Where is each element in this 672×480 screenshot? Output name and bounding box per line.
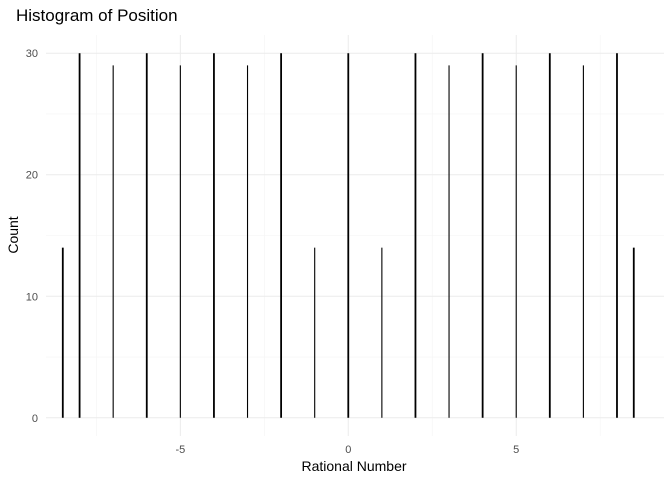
y-tick-labels: 0 10 20 30: [26, 48, 38, 425]
grid-lines: [46, 35, 664, 436]
y-tick-label: 20: [26, 170, 38, 182]
histogram-bar: [280, 53, 283, 418]
histogram-bars: [61, 53, 635, 418]
histogram-bar: [179, 65, 181, 418]
y-tick-label: 30: [26, 48, 38, 60]
x-tick-label: 5: [513, 444, 519, 456]
histogram-bar: [145, 53, 148, 418]
histogram-bar: [347, 53, 350, 418]
histogram-bar: [213, 53, 215, 418]
x-tick-label: -5: [175, 444, 185, 456]
histogram-bar: [548, 53, 551, 418]
histogram-bar: [246, 65, 249, 418]
y-tick-label: 0: [32, 413, 38, 425]
histogram-bar: [314, 247, 316, 418]
histogram-bar: [78, 53, 81, 418]
histogram-bar: [515, 65, 517, 418]
histogram-bar: [381, 247, 383, 418]
histogram-bar: [448, 65, 450, 418]
chart-title: Histogram of Position: [16, 6, 178, 25]
x-tick-label: 0: [345, 444, 351, 456]
histogram-bar: [112, 65, 114, 418]
y-axis-title: Count: [5, 216, 21, 253]
histogram-bar: [582, 65, 584, 418]
histogram-bar: [481, 53, 484, 418]
x-axis-title: Rational Number: [301, 458, 406, 474]
histogram-bar: [61, 247, 64, 418]
histogram-bar: [414, 53, 417, 418]
y-tick-label: 10: [26, 291, 38, 303]
histogram-bar: [616, 53, 618, 418]
x-tick-labels: -5 0 5: [175, 444, 519, 456]
histogram-bar: [632, 247, 635, 418]
